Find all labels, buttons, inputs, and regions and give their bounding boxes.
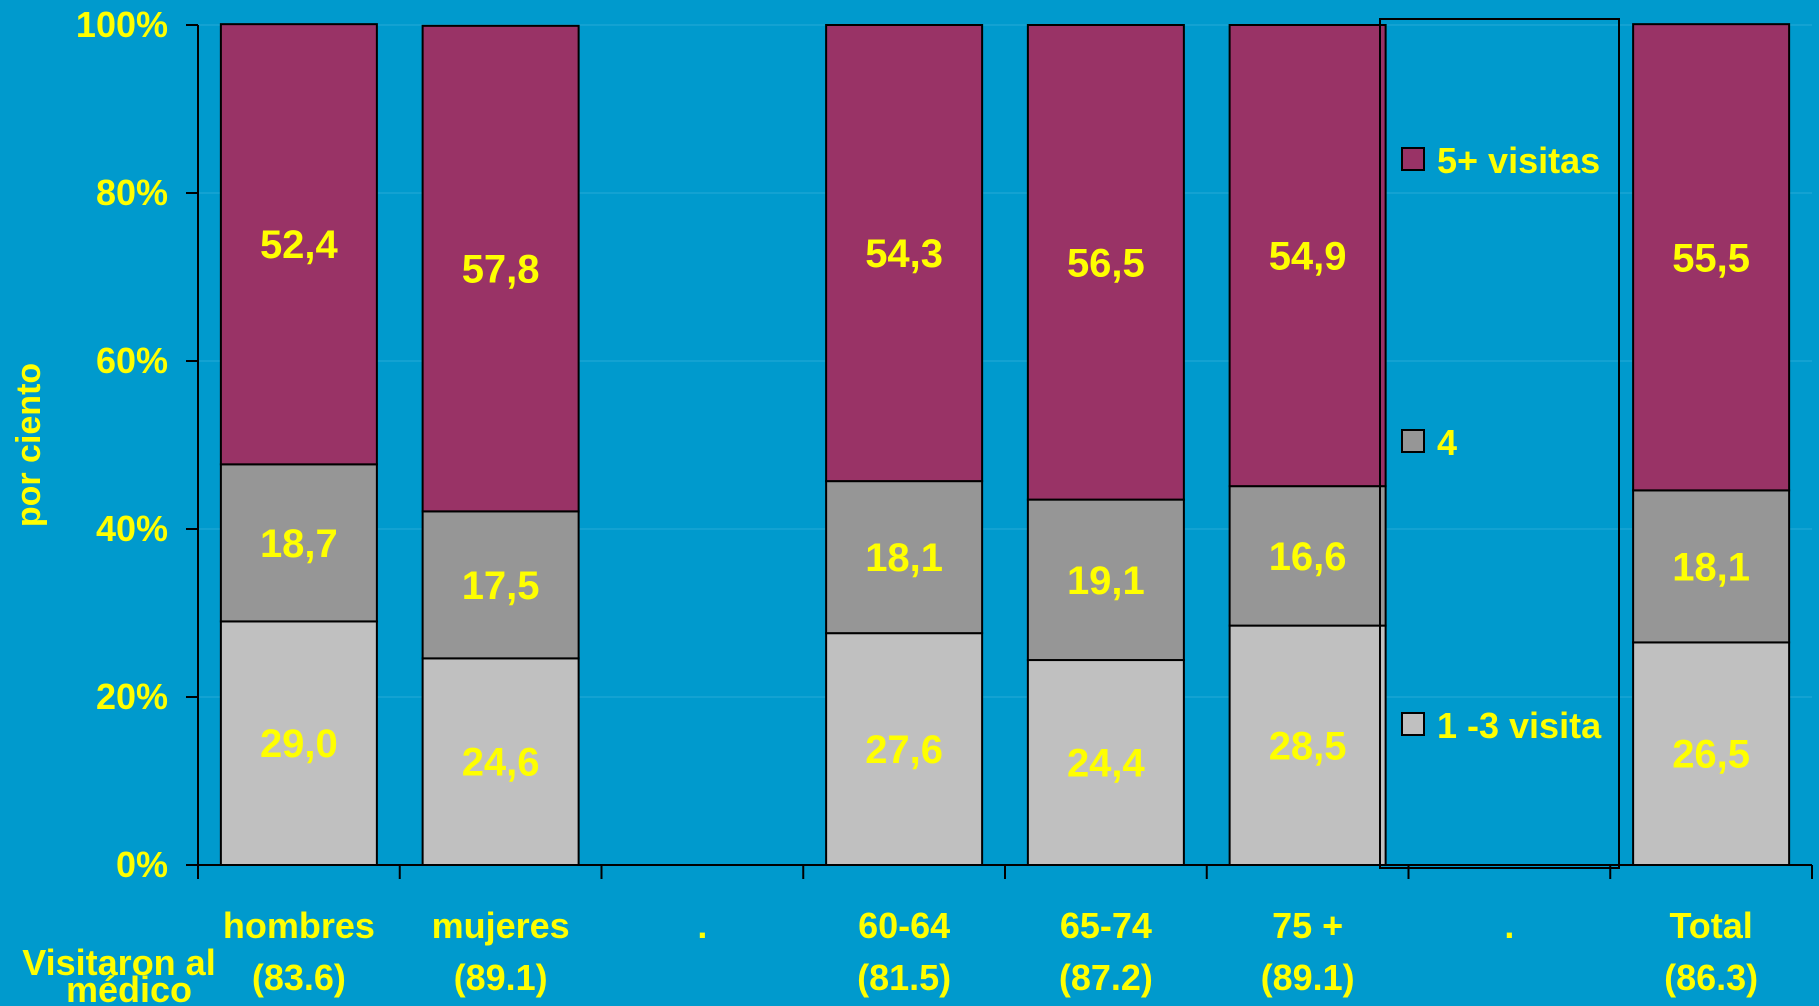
data-label: 55,5 xyxy=(1672,236,1750,280)
data-label: 16,6 xyxy=(1269,535,1347,579)
data-label: 18,1 xyxy=(1672,545,1750,589)
legend-box xyxy=(1379,18,1620,869)
data-label: 18,7 xyxy=(260,522,338,566)
data-label: 18,1 xyxy=(865,536,943,580)
bar-segment xyxy=(1026,659,1185,866)
legend-swatch xyxy=(1401,147,1425,171)
y-tick-label: 40% xyxy=(96,508,168,549)
bar-segment xyxy=(219,463,378,623)
x-tick-label: mujeres xyxy=(432,905,570,946)
x-row-title: Visitaron al médico xyxy=(22,942,225,1006)
x-sublabel: (86.3) xyxy=(1664,957,1758,998)
data-label: 26,5 xyxy=(1672,733,1750,777)
y-tick-labels: 0% 20% 40% 60% 80% 100% xyxy=(76,4,168,885)
bar-segment xyxy=(219,620,378,867)
bars xyxy=(219,23,1791,867)
legend-label: 4 xyxy=(1437,422,1457,463)
x-tick-label: 60-64 xyxy=(858,905,950,946)
data-label: 52,4 xyxy=(260,223,339,267)
y-tick-label: 20% xyxy=(96,676,168,717)
x-sublabel: (81.5) xyxy=(857,957,951,998)
y-tick-label: 80% xyxy=(96,172,168,213)
x-sublabel: (89.1) xyxy=(454,957,548,998)
x-tick-label: 75 + xyxy=(1272,905,1343,946)
data-label: 54,9 xyxy=(1269,235,1347,279)
bar-segment xyxy=(1632,23,1791,492)
x-tick-label: hombres xyxy=(223,905,375,946)
bar-segment xyxy=(1228,485,1387,627)
legend-swatch xyxy=(1401,712,1425,736)
bar-segment xyxy=(825,24,984,483)
x-category-labels: hombres (83.6) mujeres (89.1). 60-64 (81.5) 65… xyxy=(223,905,1758,998)
data-label: 24,4 xyxy=(1067,742,1146,786)
data-label: 28,5 xyxy=(1269,724,1347,768)
x-sublabel: (89.1) xyxy=(1261,957,1355,998)
bar-segment xyxy=(1632,489,1791,644)
x-sublabel: (87.2) xyxy=(1059,957,1153,998)
legend-label: 5+ visitas xyxy=(1437,140,1600,181)
x-row-title-line-1: Visitaron al xyxy=(22,942,215,983)
x-tick-label: Total xyxy=(1669,905,1752,946)
bar-segment xyxy=(1228,624,1387,866)
x-tick-label: . xyxy=(1504,905,1514,946)
y-tick-label: 0% xyxy=(116,844,168,885)
data-label: 57,8 xyxy=(462,248,540,292)
bar-segment xyxy=(825,480,984,635)
y-tick-label: 60% xyxy=(96,340,168,381)
x-row-title-line-2: médico xyxy=(66,969,192,1006)
bar-segment xyxy=(825,632,984,866)
axes xyxy=(186,24,1813,879)
data-label: 19,1 xyxy=(1067,559,1145,603)
legend-label: 1 -3 visita xyxy=(1437,705,1602,746)
bar-segment xyxy=(1026,24,1185,501)
data-label: 24,6 xyxy=(462,741,540,785)
y-axis-title: por ciento xyxy=(10,363,48,527)
bar-segment xyxy=(1026,498,1185,662)
bar-segment xyxy=(1632,641,1791,867)
data-label: 54,3 xyxy=(865,232,943,276)
data-label: 27,6 xyxy=(865,728,943,772)
legend-swatch xyxy=(1401,429,1425,453)
x-sublabel: (83.6) xyxy=(252,957,346,998)
x-tick-label: 65-74 xyxy=(1060,905,1152,946)
value-labels: 29,0 18,7 52,4 24,6 17,5 57,8 27,6 18,1 54,3 24,4… xyxy=(260,223,1750,785)
y-tick-label: 100% xyxy=(76,4,168,45)
bar-segment xyxy=(219,23,378,466)
data-label: 56,5 xyxy=(1067,241,1145,285)
bar-segment xyxy=(1228,24,1387,488)
bar-segment xyxy=(421,24,580,513)
data-label: 29,0 xyxy=(260,722,338,766)
data-label: 17,5 xyxy=(462,564,540,608)
legend: 5+ visitas 4 1 -3 visita xyxy=(1379,18,1620,869)
x-tick-label: . xyxy=(697,905,707,946)
